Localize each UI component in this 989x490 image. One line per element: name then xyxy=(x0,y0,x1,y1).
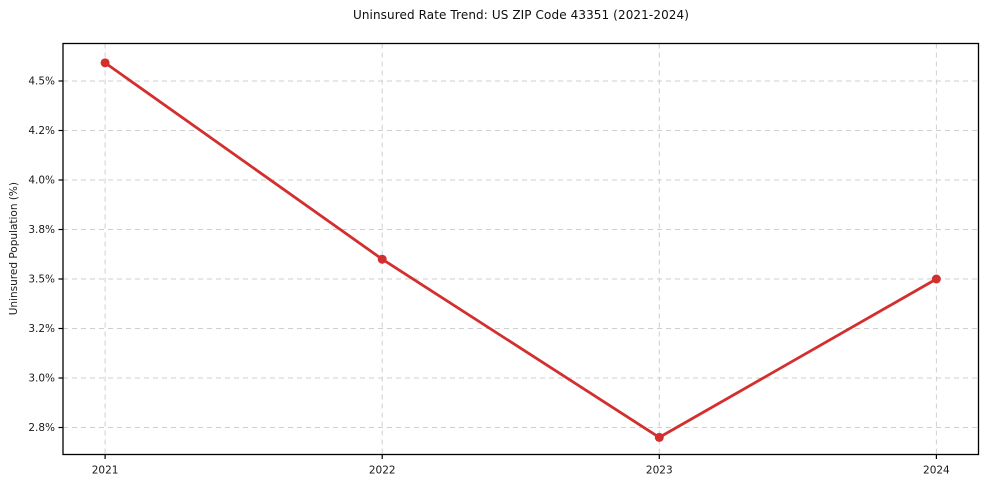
y-tick-label: 4.5% xyxy=(28,76,55,88)
data-point xyxy=(100,58,110,68)
data-point xyxy=(654,432,664,442)
chart-title: Uninsured Rate Trend: US ZIP Code 43351 … xyxy=(352,8,690,22)
x-tick-label: 2021 xyxy=(92,465,119,477)
y-tick-label: 3.8% xyxy=(28,224,55,236)
y-tick-label: 4.0% xyxy=(28,175,55,187)
y-tick-label: 3.2% xyxy=(28,323,55,335)
data-point xyxy=(931,274,941,284)
y-tick-label: 2.8% xyxy=(28,422,55,434)
y-tick-label: 4.2% xyxy=(28,125,55,137)
y-axis-label-container: Uninsured Population (%) xyxy=(5,43,23,455)
y-axis-label: Uninsured Population (%) xyxy=(8,182,20,316)
y-tick-label: 3.0% xyxy=(28,373,55,385)
data-point xyxy=(377,254,387,264)
plot-border xyxy=(62,42,980,456)
x-tick-label: 2024 xyxy=(923,465,950,477)
x-tick-label: 2023 xyxy=(646,465,673,477)
y-tick-label: 3.5% xyxy=(28,274,55,286)
trend-line xyxy=(103,61,938,439)
x-tick-label: 2022 xyxy=(369,465,396,477)
